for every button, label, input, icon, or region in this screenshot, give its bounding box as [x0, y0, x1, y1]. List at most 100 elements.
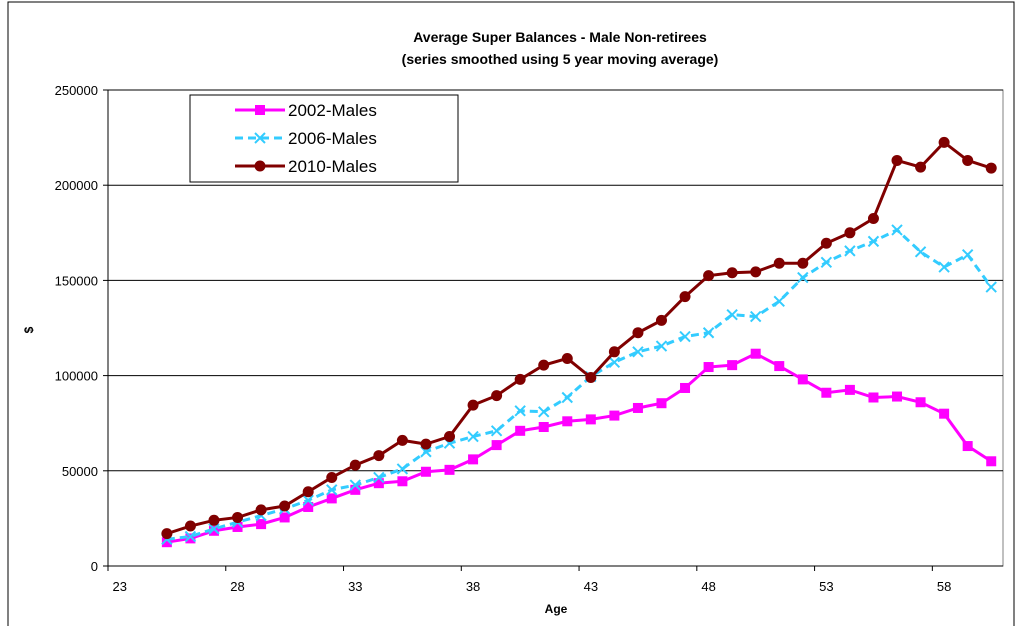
data-point — [373, 478, 384, 489]
data-point — [702, 327, 715, 339]
data-point — [184, 530, 197, 543]
data-point — [585, 414, 596, 425]
data-point — [727, 360, 738, 371]
legend-box — [189, 94, 459, 183]
data-point — [349, 479, 362, 491]
data-point — [397, 476, 408, 487]
data-point — [750, 266, 762, 278]
data-point — [844, 245, 856, 257]
data-point — [490, 425, 503, 437]
data-point — [939, 408, 950, 419]
chart-subtitle: (series smoothed using 5 year moving ave… — [402, 51, 719, 67]
data-point — [161, 528, 173, 540]
data-point — [373, 450, 385, 462]
data-point — [208, 523, 220, 535]
data-point — [773, 295, 785, 308]
legend-label: 2002-Males — [288, 101, 377, 120]
x-tick-label: 28 — [230, 579, 244, 594]
data-point — [773, 257, 785, 269]
data-point — [561, 352, 573, 364]
data-point — [892, 391, 903, 402]
data-point — [515, 425, 526, 436]
data-point — [608, 346, 620, 358]
data-point — [797, 257, 809, 269]
frame — [7, 1, 1015, 631]
data-point — [844, 384, 855, 395]
data-point — [396, 434, 408, 446]
data-point — [538, 359, 550, 371]
data-point — [373, 471, 385, 484]
x-tick-label: 33 — [348, 579, 362, 594]
data-point — [726, 308, 738, 321]
data-point — [468, 454, 479, 465]
data-point — [891, 224, 903, 236]
data-point — [255, 504, 267, 516]
data-point — [279, 500, 291, 512]
data-point — [185, 533, 196, 544]
data-point — [703, 270, 715, 282]
data-point — [891, 154, 903, 166]
data-point — [444, 464, 455, 475]
data-point — [396, 463, 409, 475]
data-point — [868, 392, 879, 403]
y-tick-label: 150000 — [55, 273, 98, 288]
data-point — [820, 256, 833, 269]
data-point — [726, 267, 738, 279]
data-point — [444, 431, 456, 443]
data-point — [538, 422, 549, 433]
x-tick-label: 23 — [113, 579, 127, 594]
data-point — [821, 387, 832, 398]
data-point — [467, 430, 479, 443]
data-point — [938, 261, 950, 273]
data-point — [774, 361, 785, 372]
data-point — [749, 310, 762, 323]
legend-marker — [254, 132, 266, 144]
data-point — [962, 154, 974, 166]
data-point — [514, 373, 526, 385]
data-point — [938, 136, 950, 148]
data-point — [491, 440, 502, 451]
series-line — [166, 228, 993, 541]
legend-label: 2006-Males — [288, 129, 377, 148]
data-point — [609, 410, 620, 421]
y-tick-label: 200000 — [55, 178, 98, 193]
y-tick-label: 0 — [91, 559, 98, 574]
data-point — [985, 162, 997, 174]
data-point — [655, 340, 668, 352]
data-point — [915, 161, 927, 173]
data-point — [232, 511, 244, 523]
data-point — [349, 459, 361, 471]
x-tick-label: 38 — [466, 579, 480, 594]
data-point — [914, 246, 927, 258]
data-point — [279, 512, 290, 523]
data-point — [232, 521, 243, 532]
data-point — [632, 402, 643, 413]
data-point — [420, 438, 432, 450]
data-point — [326, 471, 338, 483]
series-line — [166, 352, 993, 544]
x-tick-label: 48 — [701, 579, 715, 594]
data-point — [302, 486, 314, 498]
data-point — [562, 416, 573, 427]
data-point — [303, 501, 314, 512]
data-point — [679, 330, 691, 343]
data-point — [538, 406, 550, 418]
data-point — [961, 248, 974, 261]
x-axis-label: Age — [545, 602, 568, 616]
data-point — [514, 405, 526, 417]
data-point — [420, 466, 431, 477]
y-tick-label: 250000 — [55, 83, 98, 98]
data-point — [161, 537, 172, 548]
chart-title: Average Super Balances - Male Non-retire… — [413, 29, 707, 45]
data-point — [326, 484, 338, 496]
data-point — [256, 519, 267, 530]
legend-label: 2010-Males — [288, 157, 377, 176]
series-line — [166, 140, 992, 536]
y-axis-label: $ — [22, 326, 36, 333]
data-point — [561, 391, 573, 404]
x-tick-label: 53 — [819, 579, 833, 594]
y-tick-label: 100000 — [55, 369, 98, 384]
x-tick-label: 58 — [937, 579, 951, 594]
